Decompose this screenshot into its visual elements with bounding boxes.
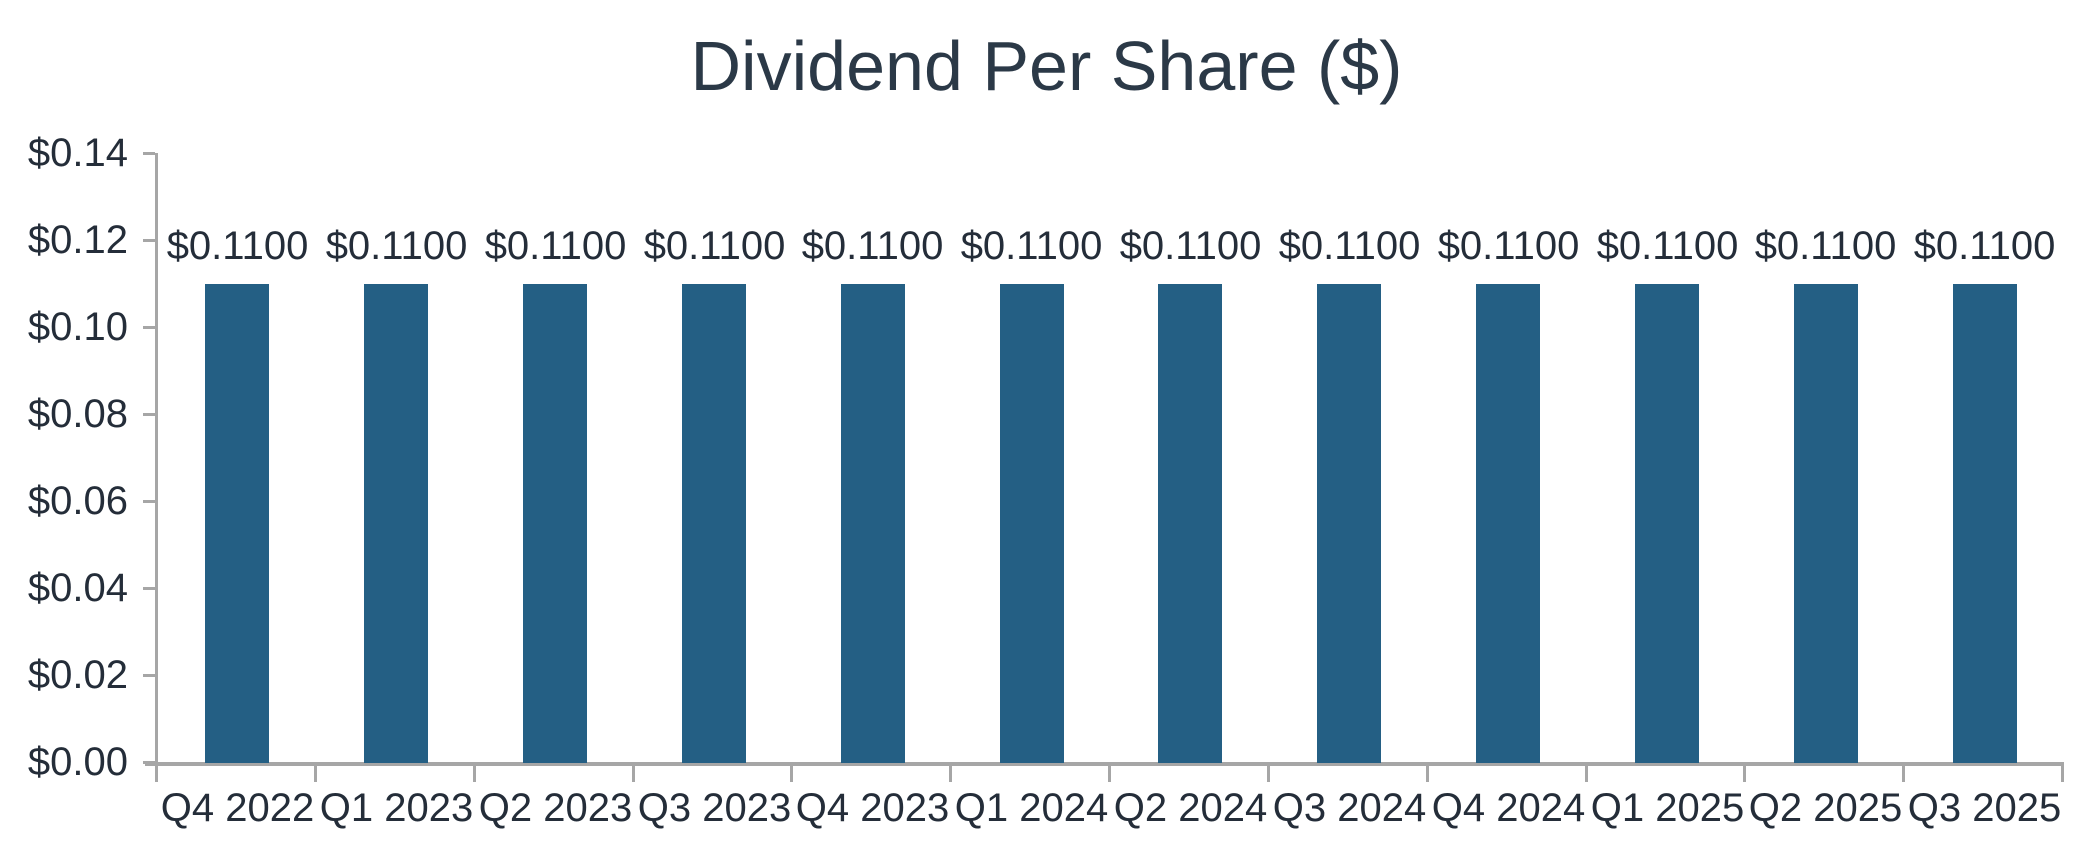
x-tick (1267, 762, 1270, 782)
bar-value-label: $0.1100 (484, 224, 627, 268)
y-tick (143, 674, 155, 677)
x-tick (1108, 762, 1111, 782)
bar-value-label: $0.1100 (1596, 224, 1739, 268)
y-tick (143, 152, 155, 155)
bar (205, 284, 269, 763)
bar (1794, 284, 1858, 763)
x-axis-line (145, 762, 2064, 766)
y-tick-label: $0.12 (27, 218, 128, 262)
x-tick (473, 762, 476, 782)
y-tick (143, 587, 155, 590)
x-tick (632, 762, 635, 782)
bar-value-label: $0.1100 (1278, 224, 1421, 268)
bar-value-label: $0.1100 (801, 224, 944, 268)
y-tick-label: $0.14 (27, 131, 128, 175)
x-tick (314, 762, 317, 782)
x-tick-label: Q1 2023 (319, 786, 474, 830)
x-tick-label: Q1 2025 (1590, 786, 1745, 830)
x-tick-label: Q2 2024 (1113, 786, 1268, 830)
bar-value-label: $0.1100 (1754, 224, 1897, 268)
y-tick-label: $0.10 (27, 305, 128, 349)
bar (1000, 284, 1064, 763)
x-tick-label: Q3 2023 (637, 786, 792, 830)
bar (1158, 284, 1222, 763)
bar (841, 284, 905, 763)
chart-title: Dividend Per Share ($) (690, 27, 1403, 105)
y-tick-label: $0.02 (27, 653, 128, 697)
y-tick (143, 239, 155, 242)
x-tick-label: Q3 2025 (1907, 786, 2062, 830)
bar (1953, 284, 2017, 763)
x-tick-label: Q4 2022 (160, 786, 315, 830)
bar-value-label: $0.1100 (960, 224, 1103, 268)
x-tick (1902, 762, 1905, 782)
x-tick (790, 762, 793, 782)
x-tick-label: Q3 2024 (1272, 786, 1427, 830)
bar (1635, 284, 1699, 763)
y-axis-line (155, 153, 158, 762)
bar-value-label: $0.1100 (1913, 224, 2056, 268)
y-tick-label: $0.04 (27, 566, 128, 610)
y-tick (143, 326, 155, 329)
bar-value-label: $0.1100 (1119, 224, 1262, 268)
bar-value-label: $0.1100 (1437, 224, 1580, 268)
x-tick (1585, 762, 1588, 782)
x-tick-label: Q1 2024 (954, 786, 1109, 830)
x-tick-label: Q2 2025 (1748, 786, 1903, 830)
x-tick-label: Q2 2023 (478, 786, 633, 830)
x-tick-label: Q4 2023 (795, 786, 950, 830)
y-tick-label: $0.08 (27, 392, 128, 436)
y-tick-label: $0.06 (27, 479, 128, 523)
x-tick (155, 762, 158, 782)
bar (1317, 284, 1381, 763)
bar (523, 284, 587, 763)
y-tick (143, 413, 155, 416)
bar-value-label: $0.1100 (325, 224, 468, 268)
x-tick (2061, 762, 2064, 782)
y-tick (143, 761, 155, 764)
bar (364, 284, 428, 763)
x-tick (1743, 762, 1746, 782)
x-tick (1426, 762, 1429, 782)
bar-value-label: $0.1100 (166, 224, 309, 268)
y-tick-label: $0.00 (27, 740, 128, 784)
bar (1476, 284, 1540, 763)
bar-value-label: $0.1100 (643, 224, 786, 268)
bar (682, 284, 746, 763)
y-tick (143, 500, 155, 503)
x-tick-label: Q4 2024 (1431, 786, 1586, 830)
x-tick (949, 762, 952, 782)
